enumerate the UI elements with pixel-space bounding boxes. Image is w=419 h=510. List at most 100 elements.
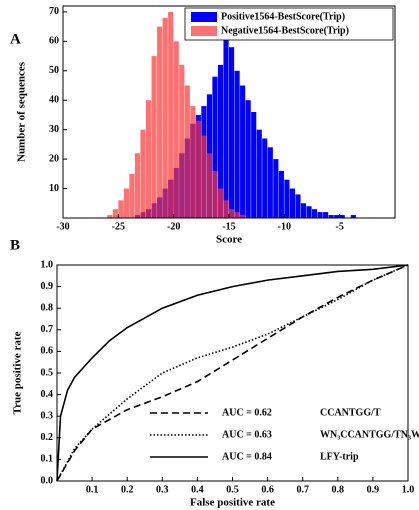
histogram-bar: [317, 212, 323, 218]
roc-curve: [56, 264, 409, 482]
histogram-bar: [312, 209, 318, 218]
legend-label: LFY-trip: [320, 451, 359, 462]
histogram-bar: [201, 135, 207, 218]
legend-swatch: [191, 26, 217, 36]
x-tick-label: -30: [56, 221, 69, 232]
y-tick-label: 0.8: [41, 302, 54, 313]
x-tick-label: 0.4: [191, 484, 204, 495]
y-axis-label: True positive rate: [12, 331, 24, 414]
histogram-bar: [240, 85, 246, 218]
histogram-bar: [146, 100, 152, 218]
x-tick-label: 0.8: [332, 484, 345, 495]
legend-label: CCANTGG/T: [320, 407, 381, 418]
y-axis-label: Number of sequences: [16, 61, 28, 162]
histogram-bar: [112, 209, 118, 218]
y-tick-label: 10: [49, 183, 59, 194]
x-tick-label: 0.1: [86, 484, 99, 495]
plot-frame: [56, 264, 409, 482]
histogram-bar: [229, 209, 235, 218]
legend-auc: AUC = 0.63: [222, 429, 272, 440]
histogram-bar: [223, 200, 229, 218]
histogram-bar: [217, 188, 224, 218]
roc-curve: [56, 264, 409, 482]
x-tick-label: -25: [112, 221, 125, 232]
histogram-bar: [256, 129, 262, 218]
legend-label: Negative1564-BestScore(Trip): [221, 25, 349, 36]
histogram-bar: [217, 64, 224, 218]
histogram-bar: [107, 215, 113, 218]
histogram-bar: [350, 215, 356, 218]
y-tick-label: 70: [49, 6, 59, 17]
panel-label: A: [10, 31, 21, 47]
histogram-bar: [339, 215, 345, 218]
x-tick-label: 0.9: [367, 484, 380, 495]
histogram-bar: [234, 212, 240, 218]
x-tick-label: 0.7: [296, 484, 309, 495]
histogram-bar: [300, 203, 307, 218]
x-tick-label: 0.2: [121, 484, 134, 495]
y-tick-label: 0.3: [41, 410, 54, 421]
histogram-bar: [240, 215, 246, 218]
histogram-bar: [118, 200, 124, 218]
y-tick-label: 40: [49, 95, 59, 106]
histogram-bar: [151, 56, 157, 218]
x-tick-label: 1.0: [402, 484, 415, 495]
histogram-bar: [278, 170, 284, 218]
histogram-bar: [306, 206, 312, 218]
histogram-bar: [134, 153, 141, 218]
histogram-bar: [273, 159, 279, 218]
x-tick-label: -5: [335, 221, 343, 232]
legend-box: [184, 7, 394, 41]
histogram-bar: [234, 70, 240, 219]
x-tick-label: -20: [167, 221, 180, 232]
histogram-bar: [212, 170, 218, 218]
y-tick-label: 50: [49, 65, 59, 76]
legend-label: WN₃CCANTGG/TN₃W: [320, 429, 419, 440]
histogram-bar: [206, 153, 212, 218]
histogram-bar: [229, 47, 235, 218]
histogram-bar: [123, 188, 129, 218]
histogram-bar: [284, 179, 290, 218]
y-tick-label: 20: [49, 153, 59, 164]
x-axis-label: False positive rate: [190, 497, 275, 509]
histogram-bar: [190, 106, 196, 218]
y-tick-label: 1.0: [41, 259, 54, 270]
legend-swatch: [191, 12, 217, 22]
histogram-bar: [129, 173, 135, 218]
y-tick-label: 0.2: [41, 432, 54, 443]
y-tick-label: 0.9: [41, 281, 54, 292]
x-tick-label: 0.6: [261, 484, 274, 495]
histogram-bar: [168, 11, 174, 219]
x-tick-label: -10: [278, 221, 291, 232]
histogram-bar: [245, 100, 251, 218]
histogram-bar: [251, 112, 257, 218]
histogram-bar: [157, 26, 163, 218]
histogram-bar: [162, 17, 168, 219]
legend-auc: AUC = 0.62: [222, 407, 272, 418]
x-tick-label: 0.3: [156, 484, 169, 495]
panel-label: B: [10, 237, 20, 253]
y-tick-label: 60: [49, 36, 59, 47]
histogram-bar: [267, 147, 273, 218]
x-axis-label: Score: [216, 234, 242, 246]
x-tick-label: -15: [222, 221, 235, 232]
y-tick-label: 0.7: [41, 324, 54, 335]
histogram-bar: [334, 215, 340, 218]
histogram-bar: [289, 188, 295, 218]
histogram-bar: [173, 41, 179, 219]
y-tick-label: 0.5: [41, 367, 54, 378]
histogram-bar: [323, 212, 329, 218]
y-tick-label: 0.1: [41, 454, 54, 465]
histogram-bar: [212, 76, 218, 219]
x-tick-label: 0.5: [226, 484, 239, 495]
histogram-bar: [184, 85, 190, 218]
histogram-bar: [328, 215, 334, 218]
roc-curve: [56, 264, 409, 482]
y-tick-label: 0.6: [41, 346, 54, 357]
legend-auc: AUC = 0.84: [222, 451, 272, 462]
legend-label: Positive1564-BestScore(Trip): [221, 11, 345, 22]
histogram-bar: [140, 129, 146, 218]
y-tick-label: 30: [49, 124, 59, 135]
